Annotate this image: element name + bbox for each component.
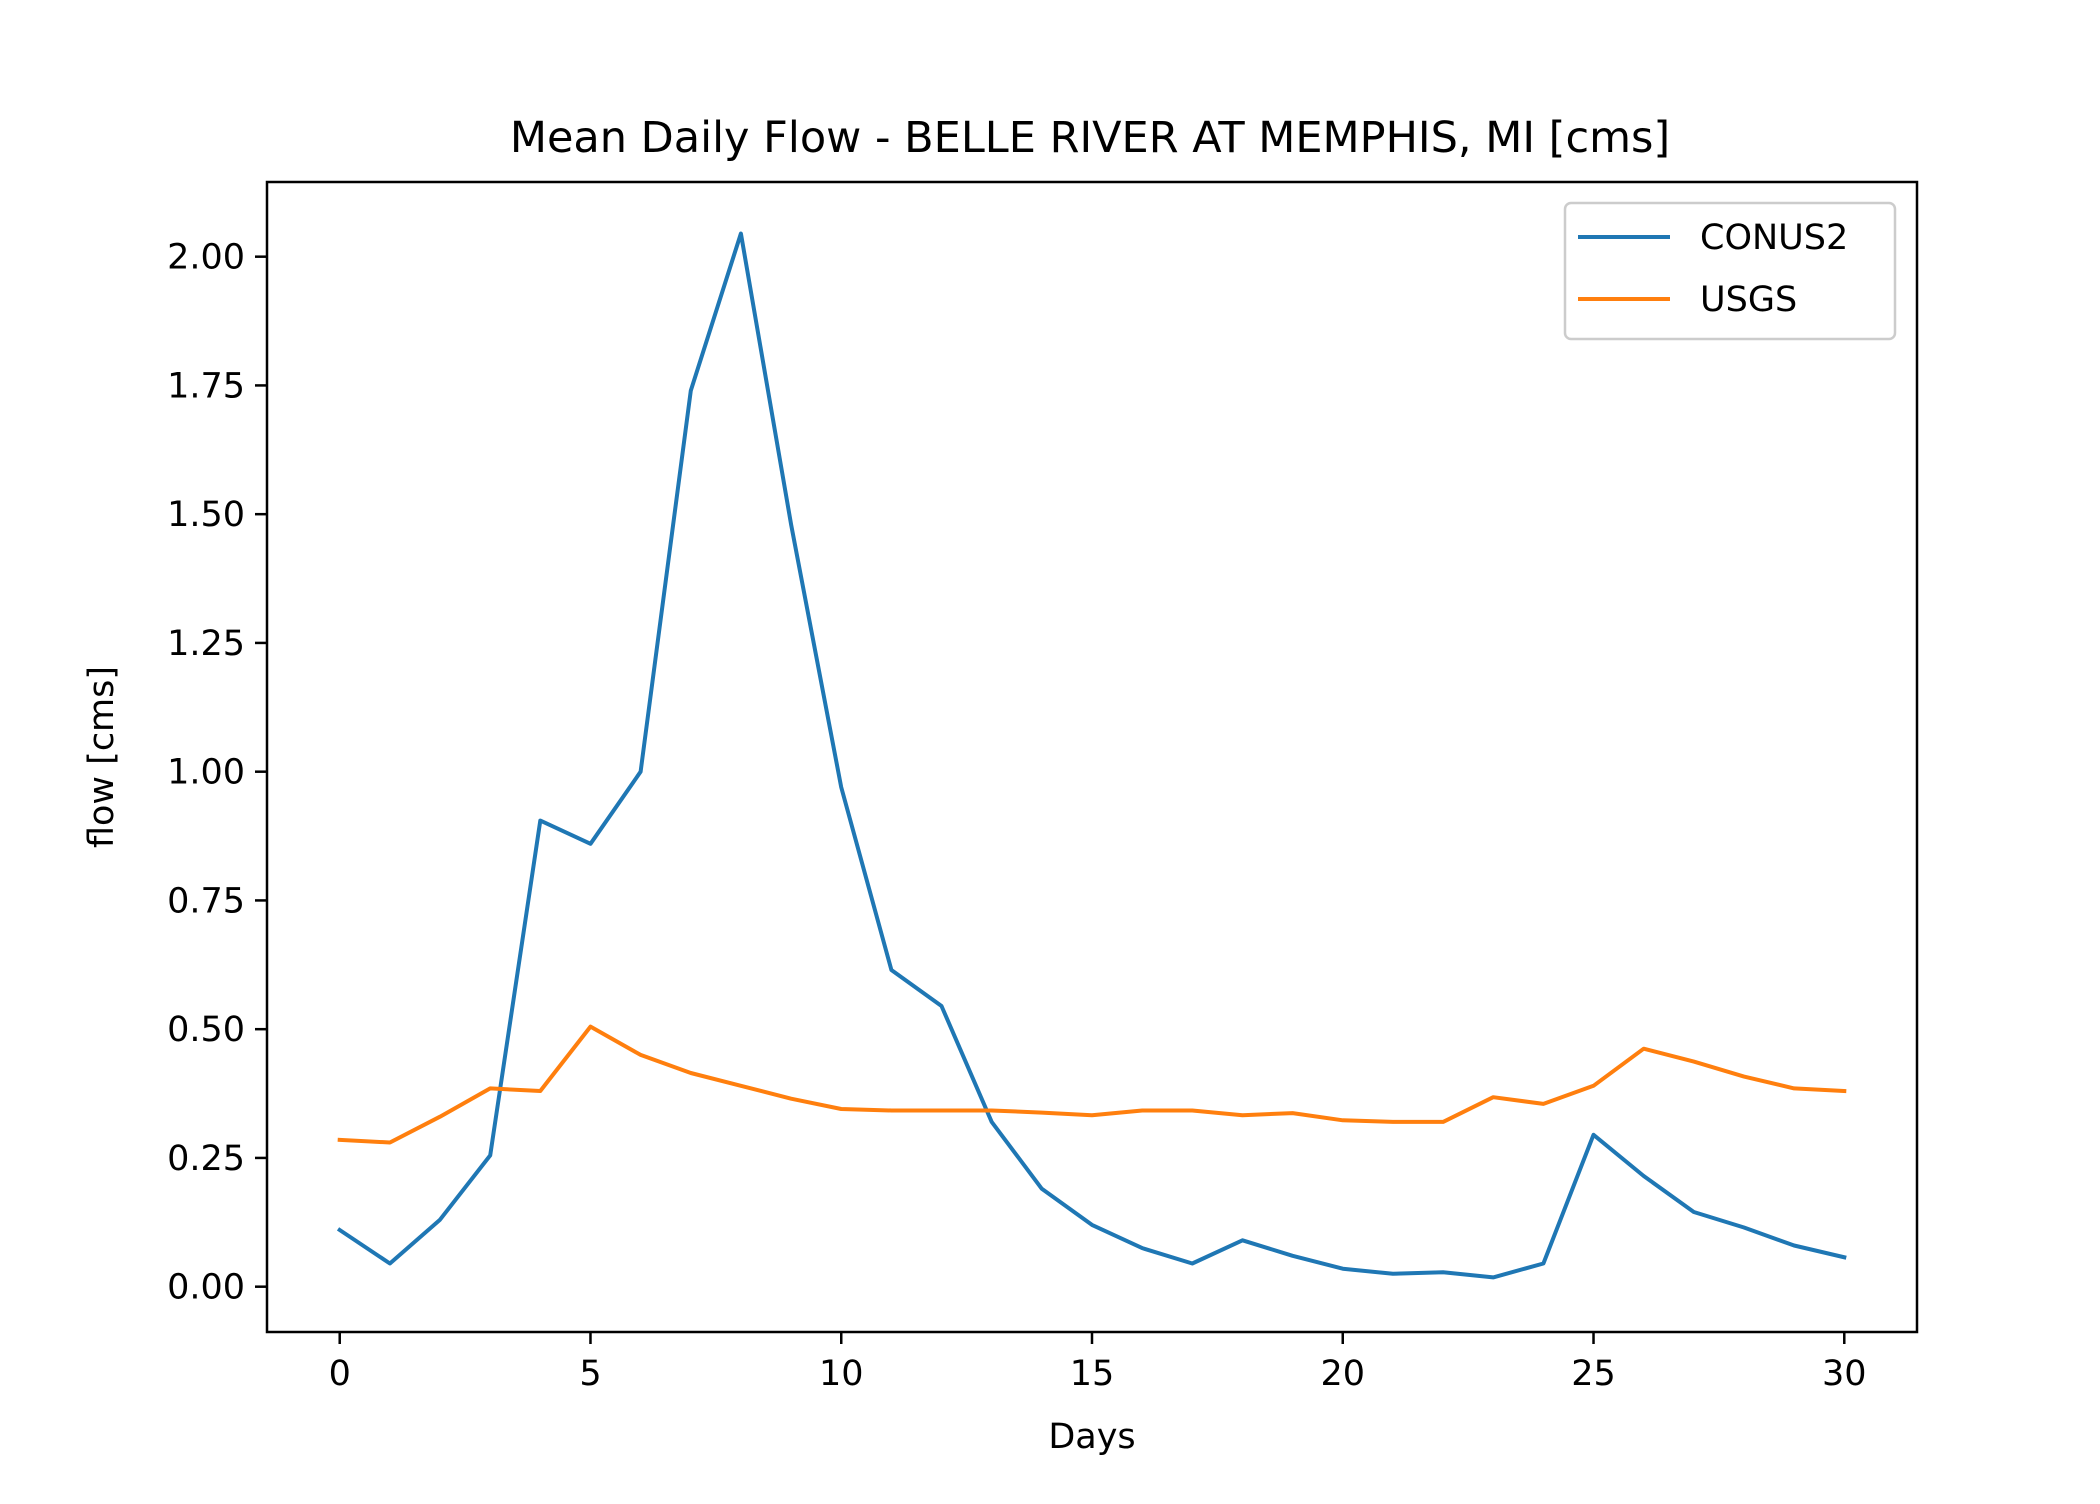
y-tick-label: 0.25: [167, 1139, 245, 1179]
x-tick-label: 25: [1571, 1354, 1616, 1394]
legend-label-usgs: USGS: [1700, 280, 1797, 320]
x-tick-label: 0: [329, 1354, 351, 1394]
x-axis-label: Days: [1048, 1417, 1135, 1457]
x-tick-label: 15: [1070, 1354, 1115, 1394]
x-tick-label: 30: [1822, 1354, 1867, 1394]
legend: CONUS2 USGS: [1563, 201, 1897, 341]
y-tick-label: 1.25: [167, 624, 245, 664]
x-tick-label: 20: [1320, 1354, 1365, 1394]
plot-frame: [265, 180, 1919, 1334]
y-tick-label: 0.50: [167, 1010, 245, 1050]
series-line-usgs: [337, 1024, 1847, 1145]
y-tick-label: 0.00: [167, 1268, 245, 1308]
y-tick-label: 1.00: [167, 753, 245, 793]
legend-label-conus2: CONUS2: [1700, 218, 1848, 258]
y-tick-label: 1.75: [167, 366, 245, 406]
series-line-conus2: [336, 231, 1847, 1280]
y-axis-label: flow [cms]: [82, 666, 122, 848]
x-axis: 0 5 10 15 20 25 30: [329, 1332, 1867, 1394]
x-tick-label: 5: [579, 1354, 601, 1394]
series-layer: [336, 231, 1847, 1280]
chart-title: Mean Daily Flow - BELLE RIVER AT MEMPHIS…: [510, 113, 1670, 163]
x-tick-label: 10: [819, 1354, 864, 1394]
y-tick-label: 1.50: [167, 495, 245, 535]
y-axis: 0.00 0.25 0.50 0.75 1.00 1.25 1.50 1.75 2.00: [167, 238, 267, 1308]
y-tick-label: 0.75: [167, 881, 245, 921]
y-tick-label: 2.00: [167, 238, 245, 278]
